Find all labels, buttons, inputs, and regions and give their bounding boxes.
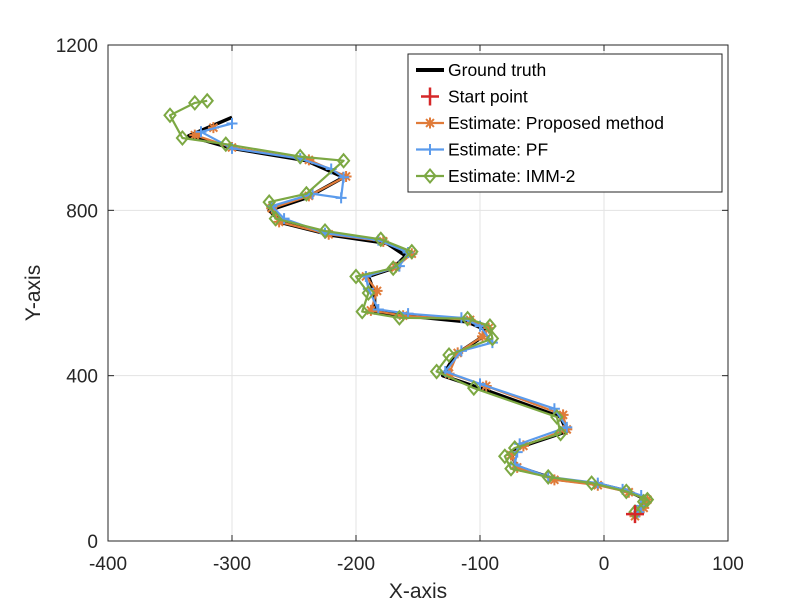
legend-label: Estimate: PF [448, 140, 548, 160]
legend-entry: Ground truth [416, 60, 546, 80]
y-axis-label: Y-axis [22, 265, 45, 321]
x-tick-label: -200 [337, 554, 375, 575]
x-tick-label: -100 [461, 554, 499, 575]
legend-entry: Start point [421, 87, 528, 107]
diamond-marker [299, 185, 314, 202]
diamond-marker [584, 475, 599, 492]
y-tick-label: 1200 [56, 36, 98, 57]
diamond-marker [423, 167, 437, 185]
asterisk-marker [371, 285, 383, 297]
diamond-marker [640, 491, 655, 508]
y-tick-label: 0 [87, 532, 98, 553]
asterisk-marker [452, 347, 464, 359]
asterisk-marker [557, 409, 569, 421]
plus-marker [195, 126, 207, 138]
series-line [168, 99, 649, 513]
plus-marker [338, 171, 350, 183]
diamond-marker [349, 268, 363, 285]
diamond-marker [386, 260, 401, 277]
asterisk-marker [511, 461, 523, 473]
diamond-marker [485, 330, 500, 347]
legend-box [407, 53, 723, 193]
x-axis-label: X-axis [389, 580, 447, 603]
diamond-marker [361, 284, 376, 302]
asterisk-marker [365, 304, 377, 316]
legend-label: Start point [448, 87, 528, 107]
legend-entry: Estimate: IMM-2 [416, 166, 575, 186]
plus-marker [226, 118, 238, 130]
diamond-marker [163, 107, 177, 124]
plus-marker [509, 459, 521, 471]
asterisk-marker [189, 129, 201, 141]
diamond-marker [268, 210, 283, 227]
x-tick-label: -300 [213, 554, 251, 575]
diamond-marker [429, 363, 444, 380]
diamond-marker [541, 468, 556, 485]
diamond-marker [373, 231, 388, 248]
legend: Ground truth Start point Estimate: Propose… [407, 53, 723, 193]
diamond-marker [187, 94, 202, 111]
asterisk-marker [303, 154, 315, 166]
diamond-marker [507, 439, 522, 457]
plot-area [163, 92, 655, 524]
diamond-marker [175, 129, 190, 147]
diamond-marker [460, 310, 475, 327]
legend-entry: Estimate: PF [416, 140, 548, 160]
x-tick-label: -400 [89, 554, 127, 575]
diamond-marker [318, 222, 332, 240]
start-point-marker [626, 505, 644, 524]
diamond-marker [355, 303, 370, 320]
diamond-marker [442, 346, 456, 364]
diamond-marker [466, 380, 481, 397]
x-tick-label: 0 [599, 554, 610, 575]
legend-swatch [421, 87, 439, 106]
diamond-marker [483, 318, 497, 335]
diamond-marker [550, 408, 564, 426]
series-estimate-imm-2 [163, 92, 655, 521]
axes-box [107, 44, 729, 542]
asterisk-marker [476, 330, 488, 342]
legend-label: Estimate: Proposed method [448, 113, 664, 133]
y-tick-label: 800 [66, 201, 98, 222]
plus-marker [561, 421, 573, 433]
diamond-marker [262, 194, 277, 211]
diamond-marker [404, 243, 419, 260]
diamond-marker [619, 483, 634, 500]
diamond-marker [504, 460, 518, 477]
diamond-marker [497, 448, 512, 465]
diamond-marker [218, 136, 233, 153]
diamond-marker [200, 92, 215, 109]
diamond-marker [336, 152, 351, 169]
plus-marker [424, 144, 436, 155]
legend-label: Ground truth [448, 60, 546, 80]
diamond-marker [293, 148, 308, 165]
x-tick-label: 100 [712, 554, 744, 575]
asterisk-marker [505, 449, 517, 461]
plus-marker [335, 192, 347, 204]
legend-entry: Estimate: Proposed method [416, 113, 664, 133]
y-tick-label: 400 [66, 367, 98, 388]
asterisk-marker [483, 322, 495, 334]
axis-ticks: -400 -300 -200 -100 0 100 0 400 800 1200 [56, 36, 744, 575]
diamond-marker [553, 425, 568, 442]
diamond-marker [392, 309, 407, 326]
diamond-marker [636, 493, 651, 510]
series-start-point [626, 505, 644, 524]
asterisk-marker [548, 474, 560, 486]
legend-label: Estimate: IMM-2 [448, 166, 575, 186]
asterisk-marker [406, 248, 418, 260]
asterisk-marker [424, 117, 436, 129]
